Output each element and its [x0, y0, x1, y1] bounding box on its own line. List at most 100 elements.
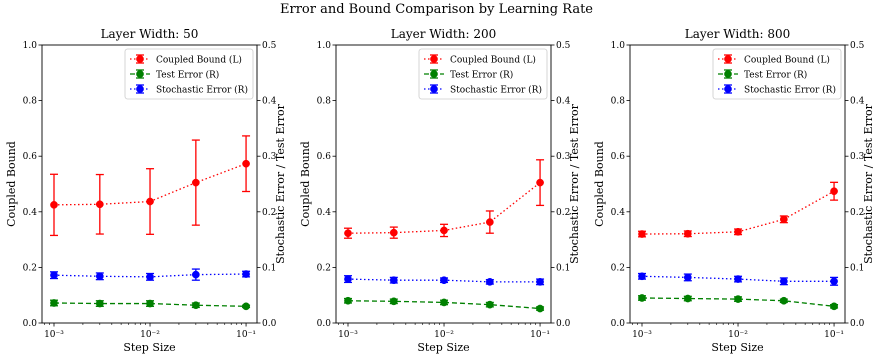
- y-left-tick-label: 0.6: [23, 152, 38, 162]
- y-right-tick-label: 0.1: [850, 263, 864, 273]
- data-point: [830, 302, 838, 311]
- legend-marker: [136, 70, 144, 78]
- legend: Coupled Bound (L) Test Error (R) Stochasti…: [712, 48, 842, 100]
- subplot-1: Layer Width: 50 10⁻³ 10⁻² 10⁻¹ 0.0 0.2 0.4 0.6 0…: [5, 27, 287, 354]
- y-left-tick-label: 0.6: [317, 152, 332, 162]
- y-right-tick-label: 0.1: [262, 263, 276, 273]
- legend-marker: [430, 70, 438, 78]
- data-point: [638, 272, 646, 281]
- x-tick-label: 10⁻¹: [236, 330, 256, 340]
- data-point: [485, 218, 494, 226]
- x-tick-label: 10⁻¹: [824, 330, 844, 340]
- data-point: [146, 299, 154, 308]
- series-test-error-r: [637, 294, 839, 311]
- legend-label: Test Error (R): [156, 70, 219, 81]
- y-right-tick-label: 0.5: [850, 41, 865, 51]
- data-point: [440, 276, 448, 285]
- data-point: [536, 178, 544, 187]
- data-point: [734, 227, 742, 236]
- data-point: [50, 299, 58, 307]
- plot-frame: [41, 44, 258, 324]
- y-right-tick-label: 0.0: [850, 319, 865, 329]
- data-point: [536, 278, 544, 286]
- data-point: [389, 297, 398, 306]
- y-right-tick-label: 0.2: [556, 208, 570, 218]
- legend-marker: [724, 85, 732, 93]
- legend-box: [124, 48, 254, 100]
- data-point: [440, 298, 448, 307]
- data-point: [146, 197, 154, 206]
- legend-marker: [724, 55, 732, 63]
- data-point: [389, 276, 398, 285]
- subplot-title: Layer Width: 50: [101, 27, 199, 41]
- y-right-tick-label: 0.5: [262, 41, 277, 51]
- data-point: [734, 295, 742, 303]
- y-right-tick-label: 0.2: [850, 208, 864, 218]
- y-right-axis-label: Stochastic Error / Test Error: [568, 103, 581, 263]
- x-tick-label: 10⁻²: [728, 330, 748, 340]
- data-point: [344, 275, 352, 283]
- y-left-tick-label: 0.8: [611, 97, 626, 107]
- data-point: [95, 200, 104, 209]
- x-tick-label: 10⁻³: [632, 330, 652, 340]
- x-axis-label: Step Size: [711, 341, 763, 354]
- y-right-tick-label: 0.0: [556, 319, 571, 329]
- data-point: [779, 277, 788, 286]
- x-tick-label: 10⁻³: [338, 330, 358, 340]
- data-point: [536, 304, 544, 313]
- series-coupled-bound-l: [49, 135, 251, 237]
- legend-marker: [724, 70, 732, 78]
- y-left-tick-label: 1.0: [23, 41, 38, 51]
- data-point: [191, 178, 200, 187]
- y-left-tick-label: 0.6: [611, 152, 626, 162]
- data-point: [485, 300, 494, 309]
- data-point: [191, 270, 200, 279]
- legend-label: Test Error (R): [744, 70, 807, 81]
- series-stochastic-error-r: [343, 275, 545, 286]
- x-tick-label: 10⁻³: [44, 330, 64, 340]
- data-point: [638, 294, 646, 302]
- data-point: [95, 272, 104, 281]
- plot-frame: [629, 44, 846, 324]
- y-right-tick-label: 0.3: [556, 152, 571, 162]
- subplot-title: Layer Width: 200: [391, 27, 497, 41]
- series-line: [641, 190, 835, 235]
- y-left-tick-label: 0.2: [611, 263, 625, 273]
- legend-label: Test Error (R): [450, 70, 513, 81]
- legend: Coupled Bound (L) Test Error (R) Stochasti…: [124, 48, 254, 100]
- legend-box: [712, 48, 842, 100]
- data-point: [683, 229, 692, 238]
- y-right-tick-label: 0.4: [850, 97, 865, 107]
- y-right-tick-label: 0.0: [262, 319, 277, 329]
- legend-label: Stochastic Error (R): [744, 85, 836, 96]
- y-right-tick-label: 0.3: [850, 152, 865, 162]
- data-point: [440, 226, 448, 235]
- y-left-tick-label: 0.2: [23, 263, 37, 273]
- y-right-tick-label: 0.4: [556, 97, 571, 107]
- data-point: [344, 296, 352, 305]
- data-point: [683, 294, 692, 303]
- legend-marker: [136, 85, 144, 93]
- legend-box: [418, 48, 548, 100]
- y-left-tick-label: 1.0: [611, 41, 626, 51]
- data-point: [779, 296, 788, 305]
- x-tick-label: 10⁻²: [434, 330, 454, 340]
- y-right-tick-label: 0.2: [262, 208, 276, 218]
- legend-marker: [430, 85, 438, 93]
- y-left-tick-label: 0.4: [23, 208, 38, 218]
- data-point: [830, 277, 838, 286]
- y-left-tick-label: 0.0: [317, 319, 332, 329]
- data-point: [683, 273, 692, 282]
- legend-label: Coupled Bound (L): [156, 55, 242, 66]
- subplot-3: Layer Width: 800 10⁻³ 10⁻² 10⁻¹ 0.0 0.2 0.4 0.6…: [593, 27, 873, 354]
- y-right-tick-label: 0.3: [262, 152, 277, 162]
- y-left-axis-label: Coupled Bound: [593, 141, 606, 227]
- data-point: [389, 228, 398, 237]
- y-left-tick-label: 0.2: [317, 263, 331, 273]
- y-left-axis-label: Coupled Bound: [299, 141, 312, 227]
- y-right-tick-label: 0.5: [556, 41, 571, 51]
- subplot-2: Layer Width: 200 10⁻³ 10⁻² 10⁻¹ 0.0 0.2 0.4 0.6…: [299, 27, 581, 354]
- data-point: [485, 278, 494, 286]
